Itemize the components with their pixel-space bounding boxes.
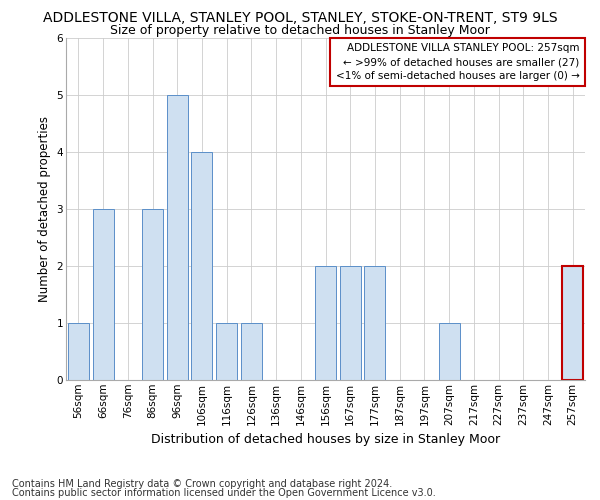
Text: ADDLESTONE VILLA STANLEY POOL: 257sqm
← >99% of detached houses are smaller (27): ADDLESTONE VILLA STANLEY POOL: 257sqm ← … (335, 43, 580, 81)
Bar (439, 323, 460, 380)
Text: Contains HM Land Registry data © Crown copyright and database right 2024.: Contains HM Land Registry data © Crown c… (12, 479, 392, 489)
Bar (92, 209, 113, 380)
Text: ADDLESTONE VILLA, STANLEY POOL, STANLEY, STOKE-ON-TRENT, ST9 9LS: ADDLESTONE VILLA, STANLEY POOL, STANLEY,… (43, 12, 557, 26)
Bar (167, 94, 188, 380)
Bar (68, 323, 89, 380)
Bar (340, 266, 361, 380)
Text: Size of property relative to detached houses in Stanley Moor: Size of property relative to detached ho… (110, 24, 490, 37)
Bar (364, 266, 385, 380)
Text: Contains public sector information licensed under the Open Government Licence v3: Contains public sector information licen… (12, 488, 436, 498)
Bar (241, 323, 262, 380)
X-axis label: Distribution of detached houses by size in Stanley Moor: Distribution of detached houses by size … (151, 433, 500, 446)
Y-axis label: Number of detached properties: Number of detached properties (38, 116, 51, 302)
Bar (191, 152, 212, 380)
Bar (562, 266, 583, 380)
Bar (216, 323, 237, 380)
Bar (142, 209, 163, 380)
Bar (315, 266, 336, 380)
